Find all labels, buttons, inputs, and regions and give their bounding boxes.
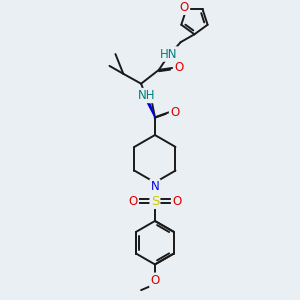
Text: O: O bbox=[174, 61, 183, 74]
Text: O: O bbox=[129, 195, 138, 208]
Text: O: O bbox=[170, 106, 179, 119]
Text: N: N bbox=[151, 180, 159, 193]
Text: NH: NH bbox=[138, 89, 156, 102]
Text: O: O bbox=[150, 274, 160, 287]
Text: O: O bbox=[172, 195, 181, 208]
Text: S: S bbox=[151, 195, 159, 208]
Text: HN: HN bbox=[160, 47, 178, 61]
Text: O: O bbox=[180, 1, 189, 14]
Polygon shape bbox=[146, 99, 155, 117]
